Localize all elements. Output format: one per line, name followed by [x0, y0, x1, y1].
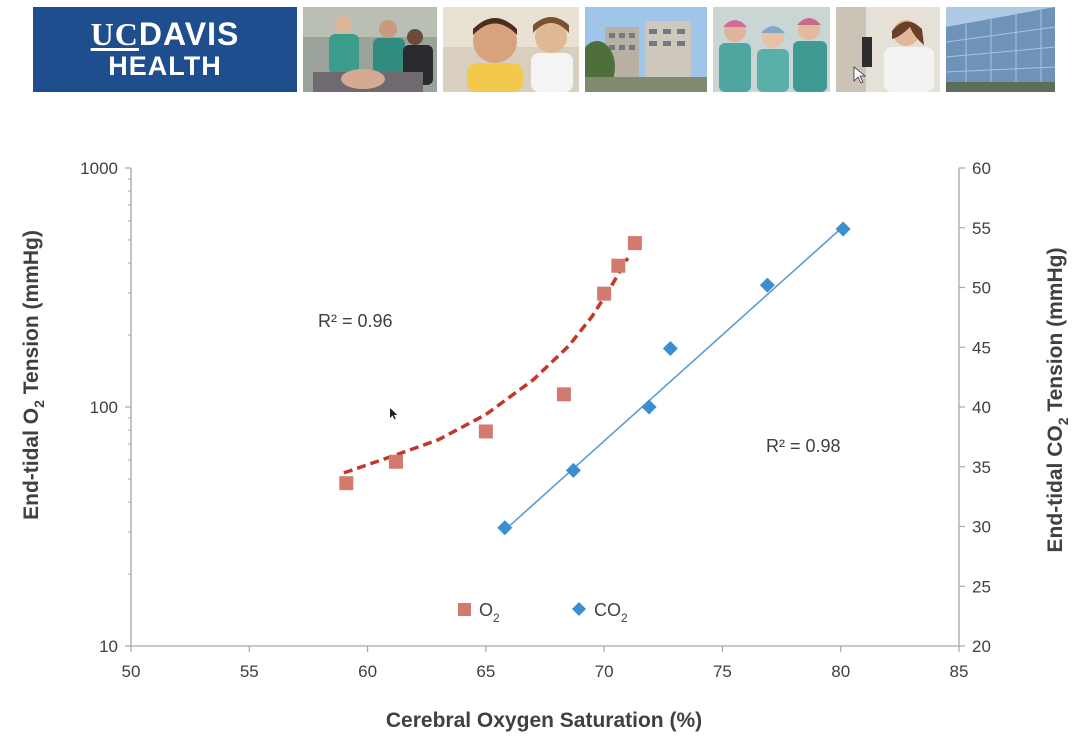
- y-right-tick-label: 20: [972, 637, 991, 656]
- legend-co2-sub: 2: [621, 611, 628, 625]
- data-point-o2: [339, 476, 354, 491]
- header-banner: UCDAVIS HEALTH: [33, 7, 1055, 92]
- y-right-tick-label: 30: [972, 518, 991, 537]
- y-axis-right-title: End-tidal CO2 Tension (mmHg): [1044, 248, 1071, 553]
- data-point-o2: [597, 286, 612, 301]
- logo-davis: DAVIS: [138, 15, 240, 52]
- y-axis-right-title-rest: Tension (mmHg): [1044, 248, 1067, 418]
- x-tick-label: 60: [358, 662, 377, 681]
- legend-o2-label: O2: [479, 600, 500, 625]
- legend-o2-main: O: [479, 600, 493, 620]
- y-right-tick-label: 55: [972, 219, 991, 238]
- x-tick-label: 55: [240, 662, 259, 681]
- trend-line-o2: [343, 257, 630, 475]
- data-point-o2: [478, 424, 493, 439]
- y-right-tick-label: 60: [972, 159, 991, 178]
- data-point-co2: [835, 221, 851, 237]
- x-tick-label: 85: [950, 662, 969, 681]
- data-point-o2: [556, 387, 571, 402]
- data-point-co2: [565, 462, 581, 478]
- data-point-o2: [388, 454, 403, 469]
- r2-co2-label: R² = 0.98: [766, 436, 841, 456]
- data-point-co2: [497, 520, 513, 536]
- lab-researcher-photo: [836, 7, 940, 92]
- legend-o2-sub: 2: [493, 611, 500, 625]
- data-point-o2: [627, 236, 642, 251]
- cursor-icon: [390, 408, 398, 420]
- x-tick-label: 50: [122, 662, 141, 681]
- legend-co2-marker: [572, 602, 586, 616]
- legend-co2-label: CO2: [594, 600, 628, 625]
- data-points: [339, 221, 851, 536]
- y-right-tick-label: 45: [972, 338, 991, 357]
- y-axis-right-title-sub: 2: [1055, 417, 1071, 425]
- boy-and-doctor-photo: [443, 7, 579, 92]
- y-right-tick-label: 25: [972, 577, 991, 596]
- x-axis-title: Cerebral Oxygen Saturation (%): [386, 709, 702, 732]
- logo-uc: UC: [90, 15, 139, 52]
- legend-co2-main: CO: [594, 600, 621, 620]
- data-point-co2: [662, 340, 678, 356]
- surgery-team-photo: [303, 7, 437, 92]
- y-axis-left-title-sub: 2: [31, 400, 47, 408]
- x-tick-label: 65: [476, 662, 495, 681]
- y-left-tick-label: 100: [90, 398, 118, 417]
- logo-health: HEALTH: [108, 50, 222, 81]
- chart-axes: [130, 168, 960, 647]
- x-tick-label: 80: [831, 662, 850, 681]
- y-axis-left-title-rest: Tension (mmHg): [20, 230, 43, 400]
- trend-line-co2: [504, 226, 844, 531]
- y-right-tick-label: 35: [972, 458, 991, 477]
- data-point-co2: [641, 399, 657, 415]
- y-axis-left-title-main: End-tidal O: [20, 408, 43, 520]
- y-axis-right-title-main: End-tidal CO: [1044, 425, 1067, 552]
- x-tick-label: 70: [595, 662, 614, 681]
- hospital-campus-photo: [585, 7, 707, 92]
- y-axis-left-title: End-tidal O2 Tension (mmHg): [20, 230, 47, 520]
- y-right-tick-label: 50: [972, 279, 991, 298]
- trend-lines: [343, 226, 844, 531]
- data-point-o2: [611, 258, 626, 273]
- y-left-tick-label: 1000: [80, 159, 118, 178]
- legend-o2-marker: [458, 603, 471, 616]
- chart-legend: O2 CO2: [458, 600, 628, 625]
- r2-o2-label: R² = 0.96: [318, 311, 393, 331]
- x-tick-label: 75: [713, 662, 732, 681]
- uc-davis-health-logo: UCDAVIS HEALTH: [33, 7, 297, 92]
- chart-ticks: 50 55 60 65 70 75 80 85 10 100 1000 20 25 30 35 40 45 50 5…: [80, 159, 991, 681]
- y-left-tick-label: 10: [99, 637, 118, 656]
- y-right-tick-label: 40: [972, 398, 991, 417]
- glass-building-photo: [946, 7, 1055, 92]
- surgical-nurses-photo: [713, 7, 830, 92]
- data-point-co2: [759, 277, 775, 293]
